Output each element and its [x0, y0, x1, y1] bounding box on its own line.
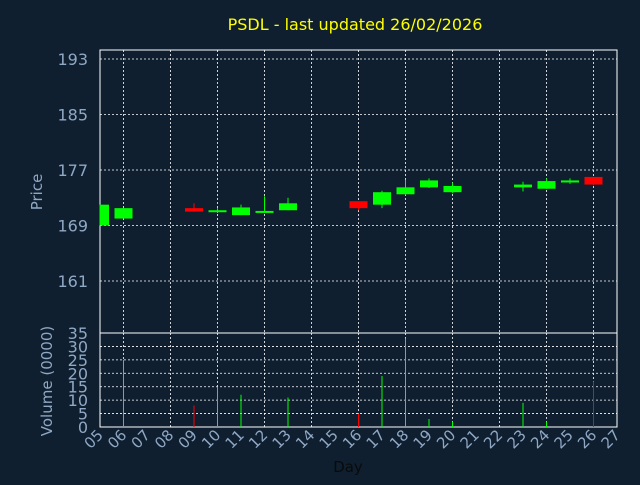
candle-body	[443, 185, 462, 193]
volume-tick-label: 30	[68, 337, 88, 356]
candle-body	[373, 192, 391, 205]
price-axis-label: Price	[28, 174, 46, 211]
candle-body	[420, 180, 438, 188]
price-tick-label: 177	[57, 161, 88, 180]
price-panel: 161 169 177 185 193	[57, 49, 618, 334]
volume-tick-label: 15	[68, 378, 88, 397]
candle-body	[561, 180, 579, 183]
candle-body	[514, 184, 532, 188]
candle-body	[396, 187, 415, 195]
chart-title: PSDL - last updated 26/02/2026	[228, 15, 483, 34]
volume-tick-label: 25	[68, 351, 88, 370]
price-tick-label: 161	[57, 272, 88, 291]
volume-tick-label: 20	[68, 364, 88, 383]
candle-body	[100, 204, 109, 226]
candle-body	[279, 203, 297, 211]
price-tick-label: 185	[57, 106, 88, 125]
candle-body	[114, 208, 133, 219]
volume-tick-label: 5	[78, 405, 88, 424]
candle-body	[255, 210, 274, 213]
candle-body	[349, 201, 368, 209]
x-axis-label: Day	[333, 458, 363, 476]
volume-tick-label: 0	[78, 418, 88, 437]
price-tick-label: 193	[57, 50, 88, 69]
volume-tick-label: 35	[68, 324, 88, 343]
x-tick-labels: 0506070809101112131415161718192021222324…	[81, 426, 624, 452]
candle-body	[208, 210, 227, 213]
candle-body	[232, 207, 250, 216]
candle-body	[185, 208, 203, 212]
volume-tick-label: 10	[68, 391, 88, 410]
candle-body	[584, 176, 603, 185]
candle-body	[537, 181, 556, 189]
volume-axis-label: Volume (0000)	[38, 326, 56, 436]
price-tick-label: 169	[57, 216, 88, 235]
